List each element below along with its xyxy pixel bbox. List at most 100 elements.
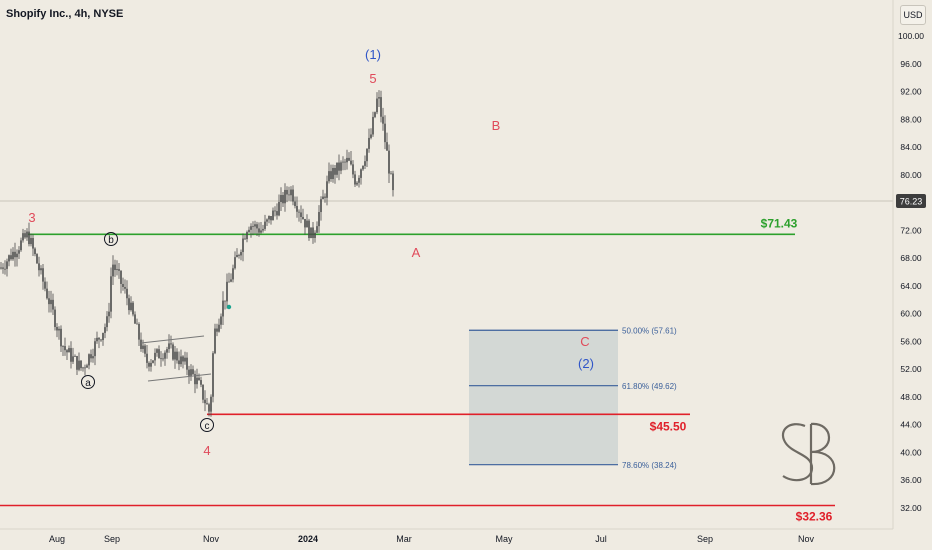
candle-body xyxy=(346,157,348,163)
candle-body xyxy=(260,230,262,233)
last-price-label: 76.23 xyxy=(900,197,923,207)
candle-body xyxy=(170,343,172,345)
candle-body xyxy=(2,267,4,269)
y-tick-label: 56.00 xyxy=(900,336,922,346)
candle-body xyxy=(306,220,308,228)
wave-label: b xyxy=(108,235,114,246)
candle-body xyxy=(360,169,362,178)
wave-circle xyxy=(81,375,95,389)
candle-body xyxy=(286,189,288,195)
candle-body xyxy=(34,248,36,255)
candle-body xyxy=(28,231,30,245)
candle-body xyxy=(372,116,374,135)
candle-body xyxy=(334,167,336,175)
wave-label: B xyxy=(492,118,501,133)
candle-body xyxy=(332,167,334,180)
fib-box xyxy=(469,330,618,465)
candle-body xyxy=(148,362,150,367)
candle-body xyxy=(386,142,388,151)
candle-body xyxy=(56,326,58,331)
candle-body xyxy=(300,212,302,217)
candle-body xyxy=(368,137,370,149)
candle-body xyxy=(10,255,12,260)
candle-body xyxy=(174,351,176,360)
candle-body xyxy=(150,362,152,367)
level-label: $32.36 xyxy=(796,510,833,524)
candle-body xyxy=(196,377,198,385)
y-tick-label: 32.00 xyxy=(900,503,922,513)
y-tick-label: 100.00 xyxy=(898,31,924,41)
y-axis-ticks: 100.0096.0092.0088.0084.0080.0076.0072.0… xyxy=(898,31,924,513)
candle-body xyxy=(124,286,126,289)
candle-body xyxy=(42,268,44,282)
candle-body xyxy=(262,228,264,231)
candle-body xyxy=(4,268,6,270)
candle-body xyxy=(178,360,180,365)
candle-body xyxy=(90,354,92,359)
wave-circle xyxy=(200,418,214,432)
candle-body xyxy=(68,348,70,353)
candle-body xyxy=(154,352,156,361)
candle-body xyxy=(380,97,382,117)
candle-body xyxy=(232,268,234,280)
candle-body xyxy=(26,231,28,238)
candle-body xyxy=(316,226,318,233)
fib-label: 61.80% (49.62) xyxy=(622,382,677,391)
candle-body xyxy=(74,356,76,357)
candle-body xyxy=(258,228,260,233)
candle-body xyxy=(130,302,132,311)
candle-body xyxy=(202,384,204,400)
candle-body xyxy=(164,352,166,359)
candle-body xyxy=(236,254,238,258)
candle-body xyxy=(204,399,206,404)
candle-body xyxy=(38,263,40,271)
signal-marker xyxy=(226,304,232,310)
candle-body xyxy=(0,267,2,269)
candle-body xyxy=(246,231,248,240)
candle-body xyxy=(208,404,210,412)
candle-body xyxy=(278,202,280,216)
candle-body xyxy=(302,216,304,219)
candle-body xyxy=(110,276,112,312)
candle-body xyxy=(66,350,68,353)
candle-body xyxy=(310,227,312,239)
currency-button[interactable]: USD xyxy=(900,5,926,25)
candle-body xyxy=(304,218,306,228)
x-tick-label: Nov xyxy=(203,534,220,544)
price-levels: $71.43 $45.50 $32.36 xyxy=(0,216,835,524)
candle-body xyxy=(184,357,186,362)
wave-circle xyxy=(104,232,118,246)
candle-body xyxy=(152,360,154,363)
candle-body xyxy=(284,189,286,204)
candle-body xyxy=(72,356,74,362)
candle-body xyxy=(30,238,32,245)
candle-body xyxy=(318,212,320,227)
candle-body xyxy=(144,345,146,354)
candle-body xyxy=(240,252,242,256)
candle-body xyxy=(142,345,144,349)
candle-body xyxy=(186,357,188,370)
candle-body xyxy=(104,327,106,333)
candle-body xyxy=(282,194,284,204)
candle-body xyxy=(140,339,142,349)
candle-body xyxy=(102,332,104,341)
candle-body xyxy=(58,328,60,331)
candle-body xyxy=(238,254,240,256)
candle-body xyxy=(84,367,86,369)
candle-body xyxy=(298,211,300,213)
candle-body xyxy=(188,369,190,376)
candle-body xyxy=(108,311,110,317)
channel-lower-line xyxy=(147,373,212,382)
candle-body xyxy=(376,98,378,113)
candle-body xyxy=(276,211,278,216)
candle-body xyxy=(248,229,250,232)
candle-body xyxy=(22,233,24,241)
candle-body xyxy=(182,356,184,362)
candle-body xyxy=(324,196,326,198)
candle-body xyxy=(20,240,22,251)
candle-body xyxy=(12,251,14,260)
candle-body xyxy=(348,157,350,161)
candle-body xyxy=(60,328,62,347)
x-tick-label: Mar xyxy=(396,534,412,544)
